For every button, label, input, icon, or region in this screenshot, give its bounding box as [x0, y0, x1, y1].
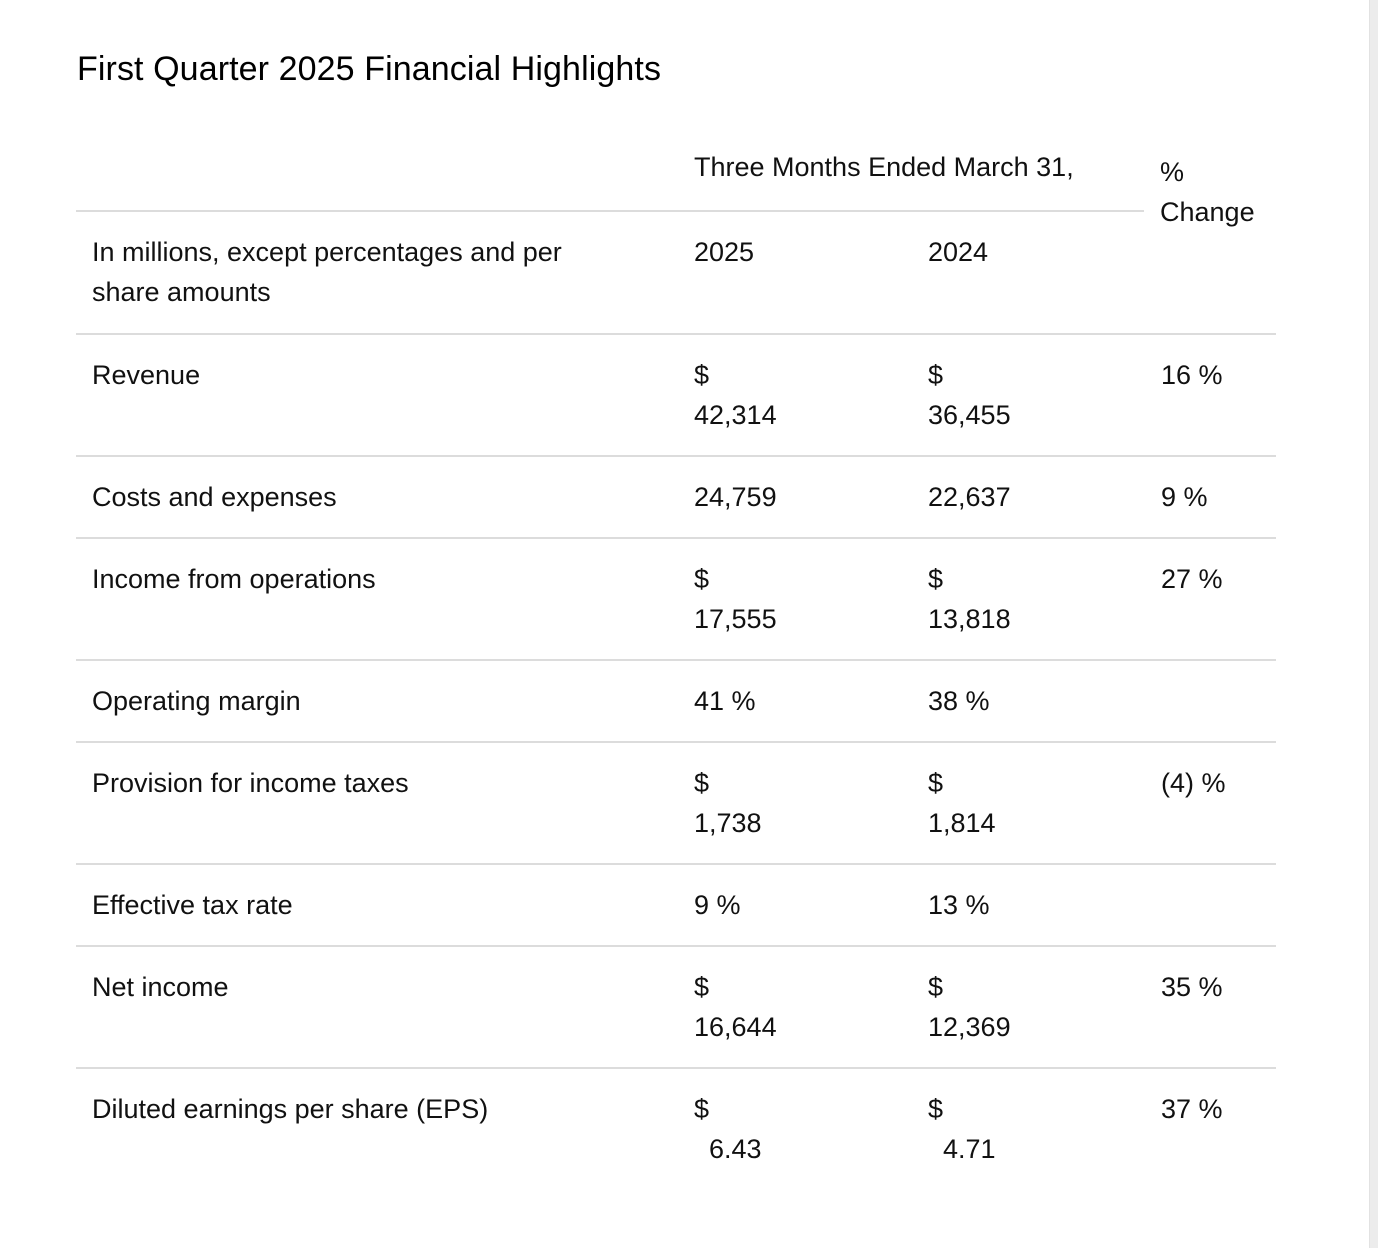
- amount: 17,555: [694, 604, 777, 634]
- units-description-line1: In millions, except percentages and per: [92, 237, 562, 267]
- percent-change: 27 %: [1161, 564, 1223, 594]
- period-header: Three Months Ended March 31,: [694, 152, 1074, 182]
- column-header-2025: 2025: [694, 237, 755, 267]
- currency-symbol: $: [694, 360, 710, 390]
- amount: 42,314: [694, 400, 777, 430]
- value-2025: $ 1,738: [694, 763, 894, 843]
- value-2024: $ 1,814: [928, 763, 1128, 843]
- value-2025: 41 %: [694, 686, 756, 716]
- percent-change: 16 %: [1161, 360, 1223, 390]
- value-2025: $ 16,644: [694, 967, 894, 1047]
- amount: 36,455: [928, 400, 1011, 430]
- value-2024: $ 36,455: [928, 355, 1128, 435]
- table-row-costs-and-expenses: Costs and expenses 24,759 22,637 9 %: [76, 457, 1276, 539]
- value-2024: $ 4.71: [928, 1089, 1128, 1169]
- row-label: Net income: [92, 972, 229, 1002]
- row-label: Effective tax rate: [92, 890, 293, 920]
- value-2025: $ 6.43: [694, 1089, 894, 1169]
- value-2025: 9 %: [694, 890, 741, 920]
- financial-highlights-table: Three Months Ended March 31, % Change In…: [76, 150, 1276, 1189]
- table-header: Three Months Ended March 31, % Change In…: [76, 150, 1276, 335]
- value-2024: $ 13,818: [928, 559, 1128, 639]
- amount: 16,644: [694, 1012, 777, 1042]
- page-title: First Quarter 2025 Financial Highlights: [77, 50, 662, 88]
- table-row-revenue: Revenue $ 42,314 $ 36,455 16 %: [76, 335, 1276, 457]
- currency-symbol: $: [928, 564, 944, 594]
- amount: 1,738: [694, 808, 762, 838]
- table-row-operating-margin: Operating margin 41 % 38 %: [76, 661, 1276, 743]
- percent-change-header-line1: %: [1160, 157, 1185, 187]
- percent-change-header-line2: Change: [1160, 197, 1255, 227]
- table-row-provision-for-income-taxes: Provision for income taxes $ 1,738 $ 1,8…: [76, 743, 1276, 865]
- value-2025: 24,759: [694, 482, 777, 512]
- currency-symbol: $: [928, 768, 944, 798]
- column-header-2024: 2024: [928, 237, 989, 267]
- value-2024: 22,637: [928, 482, 1011, 512]
- row-label: Costs and expenses: [92, 482, 337, 512]
- row-label: Diluted earnings per share (EPS): [92, 1094, 489, 1124]
- row-label: Revenue: [92, 360, 201, 390]
- value-2024: 38 %: [928, 686, 990, 716]
- amount: 13,818: [928, 604, 1011, 634]
- table-row-net-income: Net income $ 16,644 $ 12,369 35 %: [76, 947, 1276, 1069]
- amount: 6.43: [709, 1134, 762, 1164]
- percent-change: (4) %: [1161, 768, 1226, 798]
- percent-change: 9 %: [1161, 482, 1208, 512]
- amount: 1,814: [928, 808, 996, 838]
- currency-symbol: $: [928, 1094, 944, 1124]
- row-label: Provision for income taxes: [92, 768, 409, 798]
- currency-symbol: $: [694, 972, 710, 1002]
- row-label: Income from operations: [92, 564, 376, 594]
- value-2025: $ 17,555: [694, 559, 894, 639]
- currency-symbol: $: [928, 360, 944, 390]
- value-2024: 13 %: [928, 890, 990, 920]
- percent-change-header: % Change: [1160, 152, 1270, 232]
- currency-symbol: $: [694, 768, 710, 798]
- percent-change: 37 %: [1161, 1094, 1223, 1124]
- value-2025: $ 42,314: [694, 355, 894, 435]
- table-row-effective-tax-rate: Effective tax rate 9 % 13 %: [76, 865, 1276, 947]
- row-label: Operating margin: [92, 686, 301, 716]
- table-row-diluted-eps: Diluted earnings per share (EPS) $ 6.43 …: [76, 1069, 1276, 1189]
- units-description-line2: share amounts: [92, 277, 271, 307]
- percent-change: 35 %: [1161, 972, 1223, 1002]
- units-description: In millions, except percentages and per …: [92, 232, 632, 312]
- period-header-divider: [76, 210, 1144, 212]
- currency-symbol: $: [694, 1094, 710, 1124]
- scrollbar-track[interactable]: [1369, 0, 1378, 1248]
- amount: 12,369: [928, 1012, 1011, 1042]
- table-row-income-from-operations: Income from operations $ 17,555 $ 13,818…: [76, 539, 1276, 661]
- currency-symbol: $: [694, 564, 710, 594]
- amount: 4.71: [943, 1134, 996, 1164]
- value-2024: $ 12,369: [928, 967, 1128, 1047]
- currency-symbol: $: [928, 972, 944, 1002]
